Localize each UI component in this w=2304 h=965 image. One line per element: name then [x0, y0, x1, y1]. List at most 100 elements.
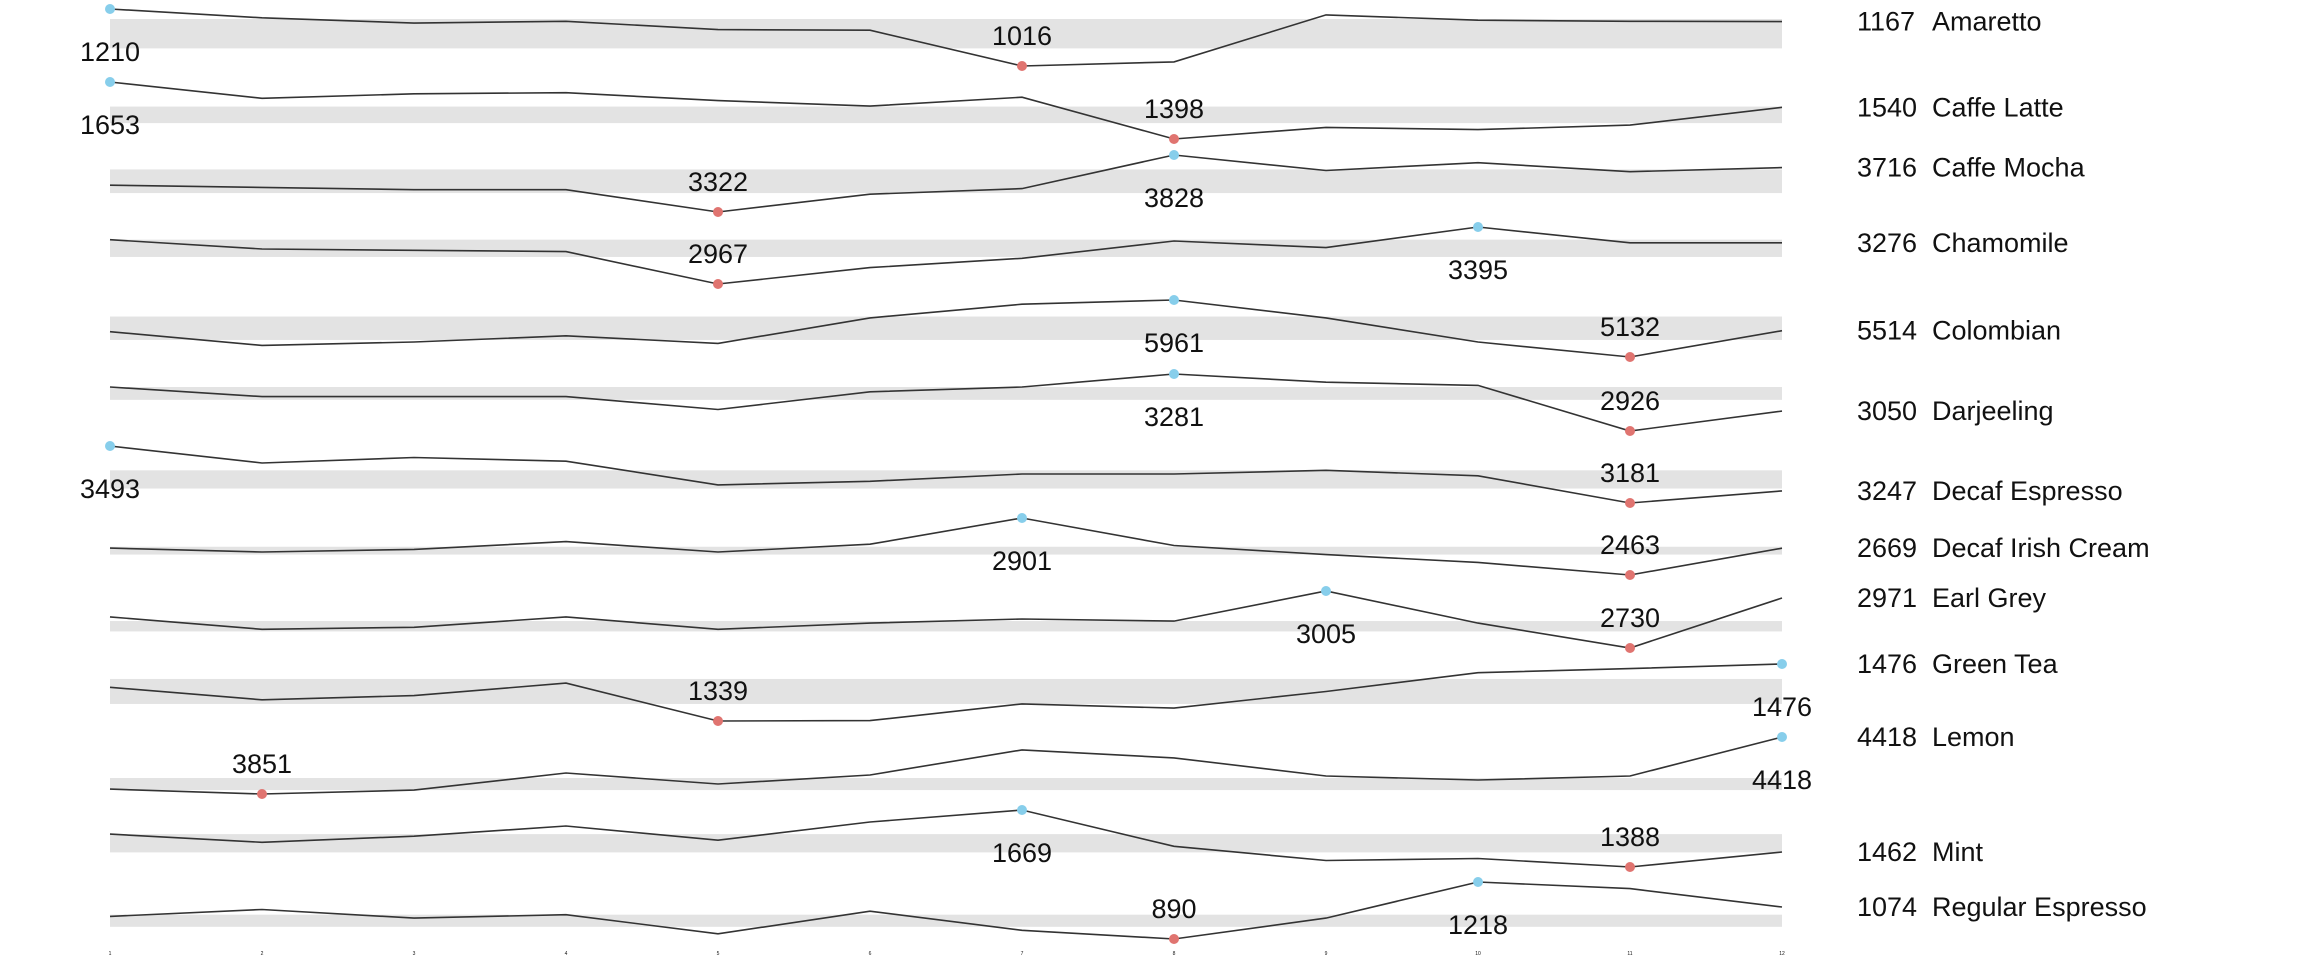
x-tick-label: 11 — [1627, 951, 1632, 957]
min-marker-colombian — [1625, 352, 1635, 362]
series-line-colombian — [109, 299, 1783, 358]
series-name-label: Lemon — [1932, 722, 2015, 752]
series-line-lemon — [109, 736, 1783, 795]
x-tick-label: 2 — [261, 951, 264, 957]
series-line-decaf-irish-cream — [109, 517, 1783, 576]
min-marker-mint — [1625, 862, 1635, 872]
min-marker-lemon — [257, 789, 267, 799]
min-marker-caffe-latte — [1169, 134, 1179, 144]
min-value-label: 1016 — [992, 21, 1052, 51]
max-value-label: 3281 — [1144, 402, 1204, 432]
min-marker-earl-grey — [1625, 643, 1635, 653]
end-value-label: 3247 — [1857, 476, 1917, 506]
min-value-label: 2730 — [1600, 603, 1660, 633]
end-value-label: 3276 — [1857, 228, 1917, 258]
end-value-label: 1476 — [1857, 649, 1917, 679]
series-name-label: Green Tea — [1932, 649, 2059, 679]
max-value-label: 3395 — [1448, 255, 1508, 285]
end-value-label: 4418 — [1857, 722, 1917, 752]
min-marker-regular-espresso — [1169, 934, 1179, 944]
band-caffe-latte — [110, 106, 1782, 124]
x-tick-label: 9 — [1325, 951, 1328, 957]
max-marker-green-tea — [1777, 659, 1787, 669]
series-name-label: Earl Grey — [1932, 583, 2047, 613]
min-value-label: 2926 — [1600, 386, 1660, 416]
band-caffe-mocha — [110, 169, 1782, 194]
series-line-earl-grey — [109, 590, 1783, 649]
min-value-label: 1339 — [688, 676, 748, 706]
series-line-amaretto — [109, 8, 1783, 67]
x-tick-label: 1 — [109, 951, 112, 957]
end-value-label: 1167 — [1857, 7, 1915, 37]
min-marker-chamomile — [713, 279, 723, 289]
band-green-tea — [110, 678, 1782, 704]
min-marker-darjeeling — [1625, 426, 1635, 436]
max-marker-decaf-espresso — [105, 441, 115, 451]
max-marker-caffe-mocha — [1169, 150, 1179, 160]
max-marker-decaf-irish-cream — [1017, 513, 1027, 523]
min-value-label: 3322 — [688, 167, 748, 197]
max-marker-regular-espresso — [1473, 877, 1483, 887]
end-value-label: 5514 — [1857, 316, 1917, 346]
x-tick-label: 3 — [413, 951, 416, 957]
max-value-label: 3828 — [1144, 183, 1204, 213]
band-earl-grey — [110, 621, 1782, 632]
min-marker-decaf-irish-cream — [1625, 570, 1635, 580]
min-value-label: 5132 — [1600, 312, 1660, 342]
min-marker-green-tea — [713, 716, 723, 726]
series-line-caffe-latte — [109, 81, 1783, 140]
series-line-green-tea — [109, 663, 1783, 722]
end-value-label: 1074 — [1857, 892, 1917, 922]
min-value-label: 3181 — [1600, 458, 1660, 488]
series-name-label: Darjeeling — [1932, 396, 2054, 426]
series-name-label: Colombian — [1932, 316, 2061, 346]
min-value-label: 890 — [1151, 894, 1196, 924]
series-name-label: Caffe Latte — [1932, 92, 2064, 122]
series-line-darjeeling — [109, 373, 1783, 432]
end-value-label: 2971 — [1857, 583, 1917, 613]
min-marker-amaretto — [1017, 61, 1027, 71]
end-value-label: 1462 — [1857, 837, 1917, 867]
series-name-label: Amaretto — [1932, 7, 2042, 37]
max-value-label: 1218 — [1448, 910, 1508, 940]
band-chamomile — [110, 239, 1782, 257]
band-lemon — [110, 778, 1782, 791]
series-line-caffe-mocha — [109, 154, 1783, 213]
series-line-decaf-espresso — [109, 445, 1783, 504]
max-value-label: 5961 — [1144, 328, 1204, 358]
max-marker-chamomile — [1473, 222, 1483, 232]
end-value-label: 2669 — [1857, 533, 1917, 563]
max-value-label: 1669 — [992, 838, 1052, 868]
max-value-label: 2901 — [992, 546, 1052, 576]
series-line-chamomile — [109, 226, 1782, 285]
max-value-label: 3005 — [1296, 619, 1356, 649]
max-marker-amaretto — [105, 4, 115, 14]
max-value-label: 4418 — [1752, 765, 1812, 795]
series-name-label: Decaf Irish Cream — [1932, 533, 2150, 563]
series-name-label: Decaf Espresso — [1932, 476, 2123, 506]
band-decaf-irish-cream — [110, 546, 1782, 555]
max-marker-mint — [1017, 805, 1027, 815]
series-name-label: Chamomile — [1932, 228, 2069, 258]
x-tick-label: 6 — [869, 951, 872, 957]
series-line-regular-espresso — [109, 881, 1783, 940]
min-marker-decaf-espresso — [1625, 498, 1635, 508]
end-value-label: 1540 — [1857, 92, 1917, 122]
max-value-label: 3493 — [80, 474, 140, 504]
x-tick-label: 5 — [717, 951, 720, 957]
max-marker-earl-grey — [1321, 586, 1331, 596]
end-value-label: 3716 — [1857, 153, 1917, 183]
max-value-label: 1653 — [80, 110, 140, 140]
x-tick-label: 7 — [1021, 951, 1024, 957]
min-marker-caffe-mocha — [713, 207, 723, 217]
max-value-label: 1210 — [80, 37, 140, 67]
max-marker-lemon — [1777, 732, 1787, 742]
max-marker-caffe-latte — [105, 77, 115, 87]
min-value-label: 2967 — [688, 239, 748, 269]
series-line-mint — [109, 809, 1783, 868]
x-tick-label: 4 — [565, 951, 568, 957]
max-value-label: 1476 — [1752, 692, 1812, 722]
band-amaretto — [110, 18, 1782, 49]
